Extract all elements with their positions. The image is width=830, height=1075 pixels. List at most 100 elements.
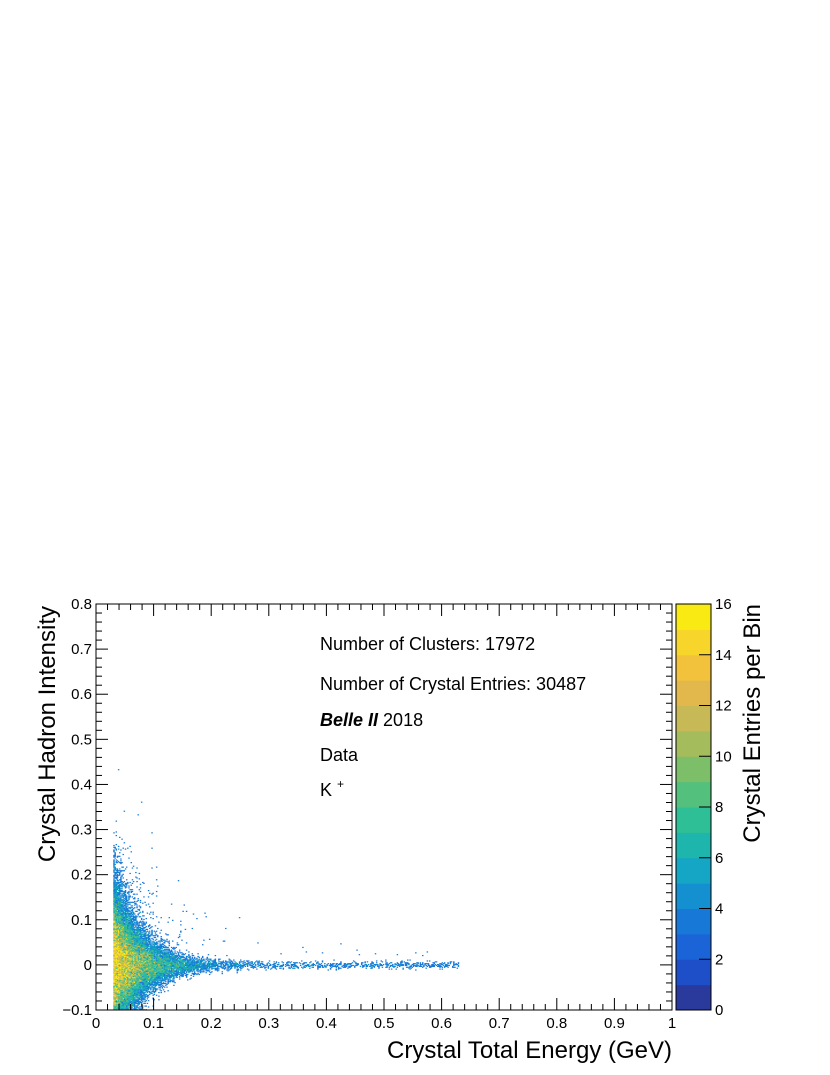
heatmap-cell	[134, 1002, 136, 1004]
heatmap-cell	[134, 996, 136, 998]
heatmap-cell	[139, 951, 142, 953]
heatmap-cell	[169, 955, 172, 958]
heatmap-cell	[142, 947, 144, 949]
heatmap-cell	[132, 1000, 135, 1002]
heatmap-cell	[140, 979, 143, 981]
heatmap-cell	[435, 961, 438, 963]
heatmap-cell	[162, 973, 165, 976]
heatmap-cell	[148, 983, 151, 986]
heatmap-cell	[151, 951, 153, 953]
heatmap-cell	[128, 958, 130, 960]
heatmap-cell	[114, 963, 116, 965]
heatmap-cell	[139, 999, 142, 1001]
heatmap-cell	[124, 935, 127, 937]
heatmap-cell	[124, 924, 127, 926]
heatmap-cell	[122, 978, 124, 980]
heatmap-cell	[187, 959, 189, 961]
heatmap-cell	[127, 955, 129, 958]
heatmap-cell	[116, 946, 119, 949]
heatmap-cell	[115, 955, 118, 958]
heatmap-cell	[135, 981, 137, 983]
heatmap-cell	[130, 951, 133, 953]
heatmap-cell	[131, 969, 134, 971]
heatmap-cell	[150, 959, 152, 961]
heatmap-cell	[131, 984, 134, 986]
heatmap-cell	[146, 988, 149, 990]
heatmap-cell	[132, 936, 135, 938]
heatmap-cell	[116, 1002, 119, 1004]
heatmap-cell	[138, 945, 141, 948]
heatmap-cell	[113, 949, 115, 951]
heatmap-cell	[146, 983, 149, 986]
heatmap-cell	[123, 891, 126, 894]
heatmap-cell	[143, 972, 145, 974]
heatmap-cell	[120, 979, 122, 981]
heatmap-cell	[159, 987, 161, 989]
heatmap-cell	[115, 926, 118, 928]
heatmap-cell	[385, 966, 387, 968]
heatmap-cell	[147, 926, 150, 928]
heatmap-cell	[117, 954, 120, 957]
heatmap-cell	[125, 912, 128, 914]
heatmap-cell	[119, 904, 121, 906]
heatmap-cell	[123, 908, 126, 911]
heatmap-cell	[140, 953, 143, 955]
heatmap-cell	[124, 896, 127, 898]
heatmap-cell	[157, 950, 159, 952]
heatmap-cell	[132, 979, 135, 981]
heatmap-cell	[144, 967, 146, 969]
heatmap-cell	[127, 978, 129, 980]
heatmap-cell	[137, 941, 139, 943]
heatmap-cell	[148, 952, 151, 954]
heatmap-cell	[139, 926, 142, 929]
heatmap-cell	[129, 919, 131, 921]
heatmap-cell	[176, 972, 179, 974]
heatmap-cell	[130, 963, 133, 965]
heatmap-cell	[120, 1004, 122, 1006]
heatmap-cell	[125, 968, 128, 970]
heatmap-cell	[278, 963, 280, 966]
heatmap-cell	[135, 945, 137, 948]
heatmap-cell	[236, 968, 238, 970]
heatmap-cell	[116, 945, 119, 948]
heatmap-cell	[136, 951, 138, 953]
heatmap-cell	[151, 982, 153, 984]
heatmap-cell	[145, 963, 147, 965]
heatmap-cell	[131, 958, 134, 960]
heatmap-cell	[128, 987, 130, 989]
heatmap-cell	[125, 981, 128, 983]
heatmap-cell	[147, 954, 150, 957]
heatmap-cell	[117, 968, 120, 970]
heatmap-cell	[162, 980, 165, 982]
heatmap-cell	[116, 960, 119, 962]
heatmap-cell	[191, 927, 194, 930]
heatmap-cell	[176, 962, 179, 964]
heatmap-cell	[166, 975, 168, 977]
heatmap-cell	[114, 983, 116, 986]
heatmap-cell	[129, 917, 131, 920]
heatmap-cell	[124, 905, 127, 907]
heatmap-cell	[215, 963, 218, 966]
heatmap-cell	[113, 960, 115, 962]
heatmap-cell	[199, 959, 202, 961]
heatmap-cell	[131, 946, 134, 949]
heatmap-cell	[119, 980, 121, 982]
heatmap-cell	[152, 954, 154, 957]
heatmap-cell	[161, 974, 164, 977]
heatmap-cell	[158, 921, 160, 923]
heatmap-cell	[188, 971, 190, 973]
heatmap-cell	[139, 991, 142, 993]
heatmap-cell	[121, 976, 123, 978]
heatmap-cell	[453, 963, 455, 966]
heatmap-cell	[150, 954, 152, 956]
heatmap-cell	[375, 962, 378, 964]
heatmap-cell	[185, 962, 188, 964]
heatmap-cell	[124, 980, 127, 982]
heatmap-cell	[113, 866, 115, 868]
heatmap-cell	[128, 949, 130, 951]
heatmap-cell	[134, 985, 136, 987]
heatmap-cell	[135, 948, 137, 950]
heatmap-cell	[121, 934, 123, 936]
heatmap-cell	[122, 958, 124, 960]
heatmap-cell	[124, 915, 127, 917]
